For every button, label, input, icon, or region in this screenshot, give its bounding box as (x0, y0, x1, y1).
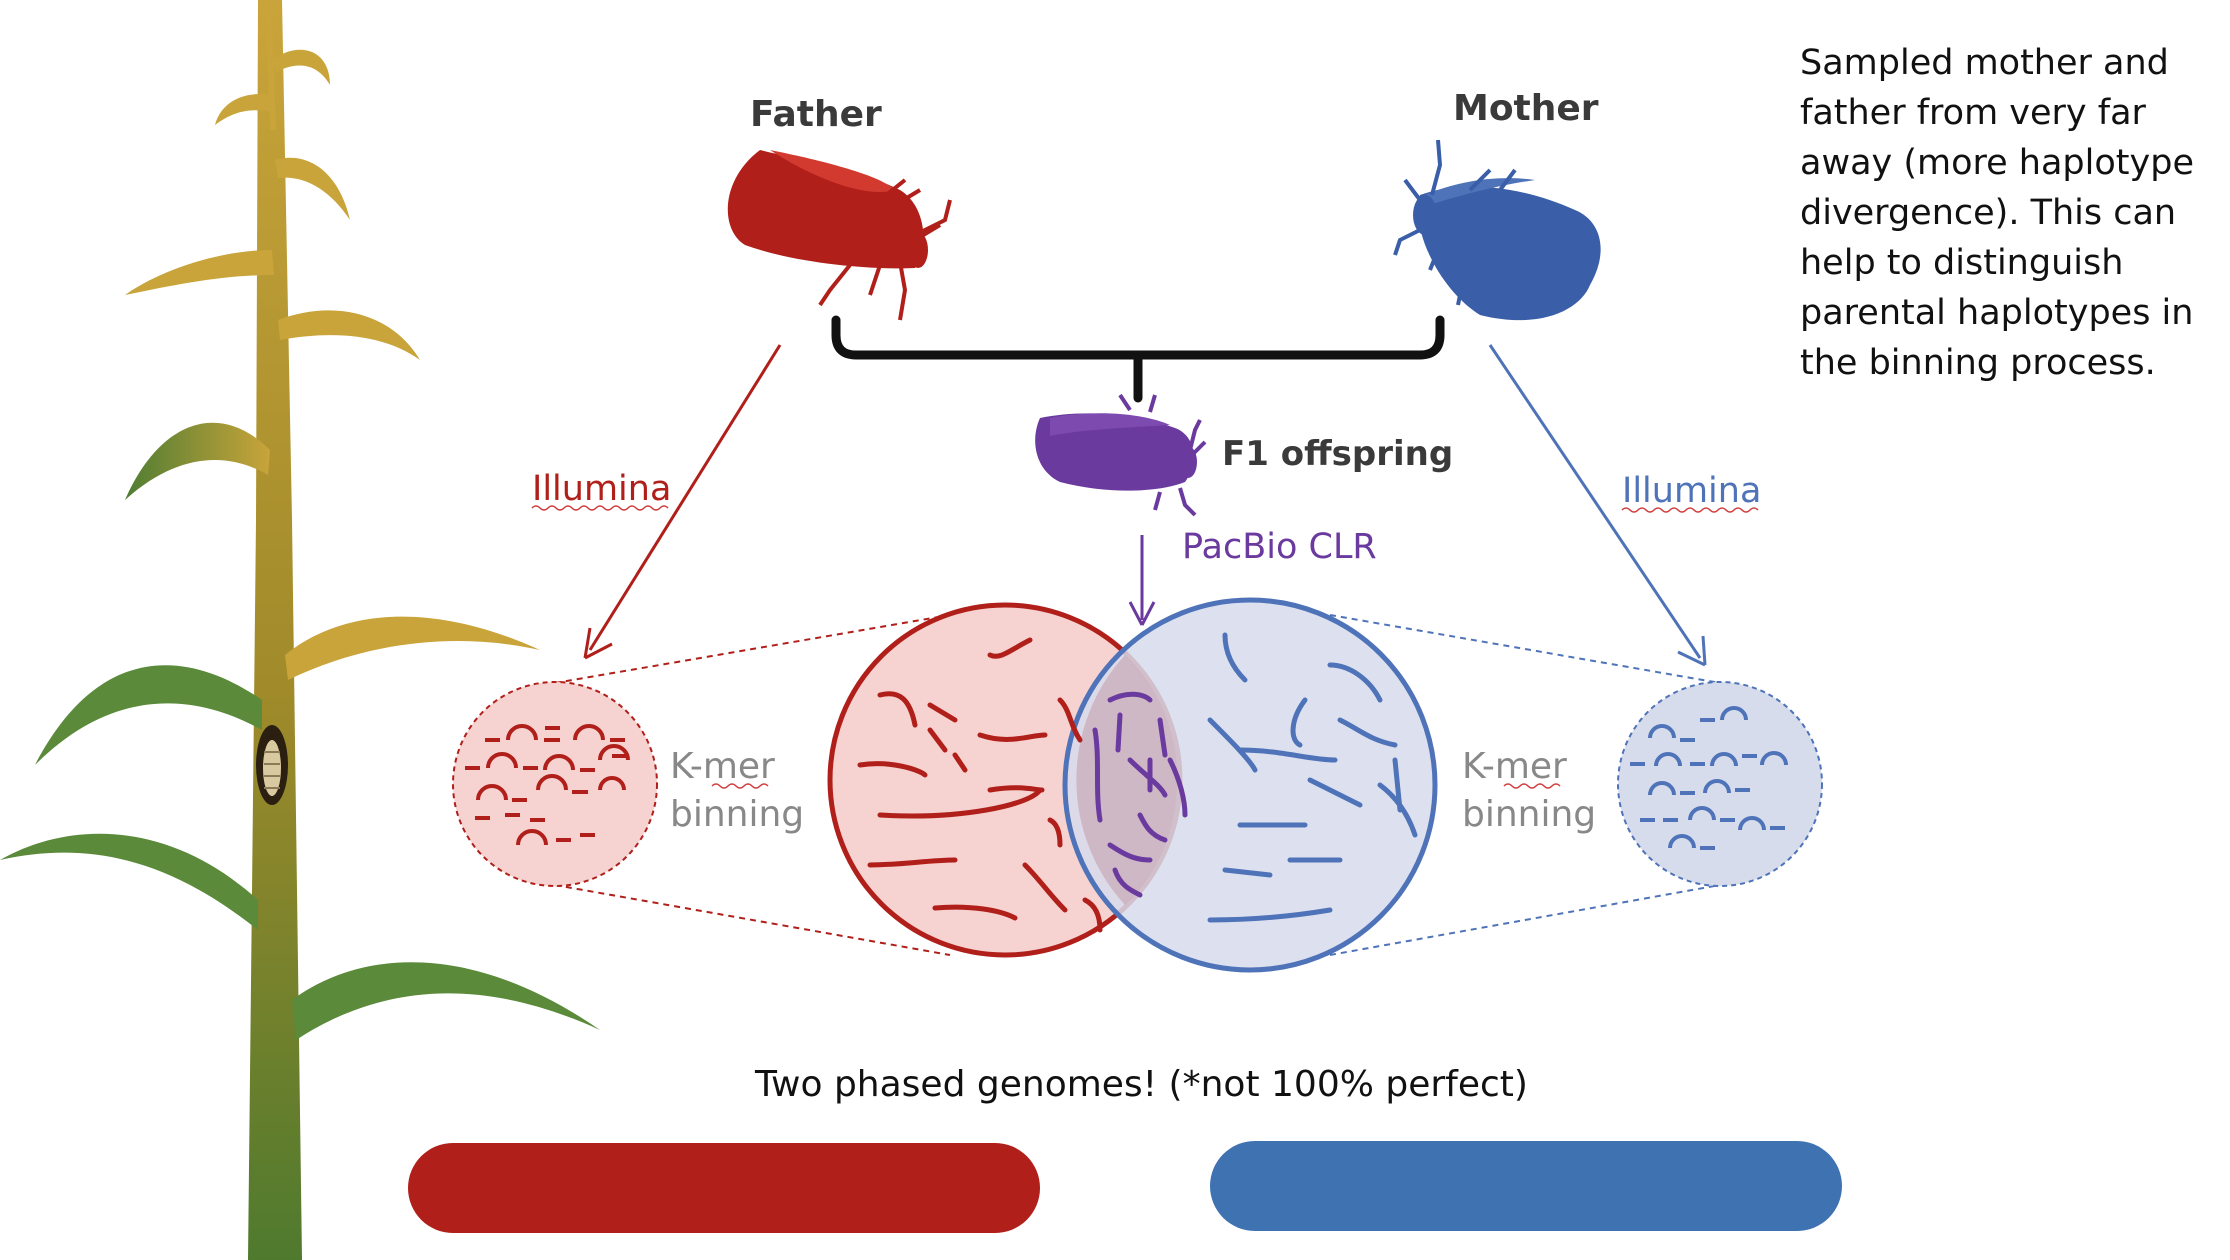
corn-leaf (0, 833, 258, 930)
mother-genome-bar (1210, 1141, 1842, 1231)
corn-leaf (285, 616, 540, 680)
illumina-right-label: Illumina (1622, 471, 1761, 511)
f1-offspring-label: F1 offspring (1222, 434, 1453, 474)
pacbio-arrow (1128, 535, 1156, 626)
kmer-circle-right (1617, 681, 1823, 887)
binning-right-label: binning (1462, 794, 1596, 835)
corn-tassel (266, 0, 276, 130)
note-line: parental haplotypes in (1800, 293, 2194, 333)
corn-leaf (125, 250, 274, 295)
kmer-circle-left (452, 681, 658, 887)
note-line: the binning process. (1800, 343, 2156, 383)
binning-left-label: binning (670, 794, 804, 835)
illumina-right-arrow (1488, 344, 1707, 667)
note-line: divergence). This can (1800, 193, 2177, 233)
corn-stalk (248, 0, 302, 1260)
note-line: away (more haplotype (1800, 143, 2194, 183)
cross-bracket (831, 315, 1445, 403)
kmer-left-label: K-mer (670, 746, 775, 787)
f1-moth-icon (1035, 393, 1207, 517)
illumina-left-label: Illumina (532, 469, 671, 509)
larva-icon (263, 740, 281, 796)
corn-leaf (272, 49, 330, 85)
mother-label: Mother (1453, 88, 1599, 129)
annotation-note: Sampled mother and father from very far … (1800, 38, 2220, 388)
corn-leaf (278, 310, 420, 360)
note-line: help to distinguish (1800, 243, 2124, 283)
kmer-right-label: K-mer (1462, 746, 1567, 787)
illumina-left-arrow (583, 344, 782, 660)
father-label: Father (750, 94, 882, 135)
father-genome-bar (408, 1143, 1040, 1233)
father-moth-icon (727, 150, 952, 321)
zoom-lines-right (1329, 614, 1721, 956)
note-line: Sampled mother and (1800, 43, 2169, 83)
mother-moth-icon (1393, 139, 1601, 321)
corn-leaf (35, 665, 262, 765)
corn-leaf (292, 962, 600, 1040)
zoom-lines-left (554, 614, 951, 956)
venn-diagram (827, 597, 1438, 973)
result-label: Two phased genomes! (*not 100% perfect) (754, 1064, 1528, 1105)
pacbio-label: PacBio CLR (1182, 527, 1377, 567)
corn-leaf (125, 422, 270, 500)
corn-plant-illustration (0, 0, 600, 1260)
corn-leaf (215, 94, 272, 125)
mother-genome-circle (1062, 597, 1438, 973)
corn-leaf (275, 157, 350, 220)
note-line: father from very far (1800, 93, 2146, 133)
